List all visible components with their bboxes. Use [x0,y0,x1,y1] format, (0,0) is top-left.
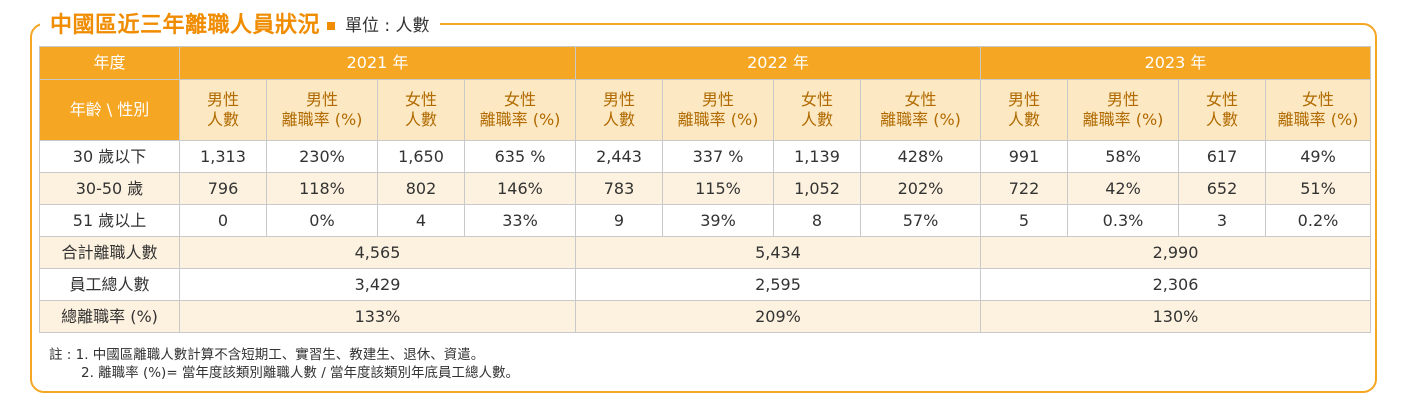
summary-label: 合計離職人數 [39,236,180,269]
table-cell: 3 [1178,204,1266,237]
table-cell: 9 [575,204,663,237]
table-cell: 722 [980,172,1068,205]
year-header-2022: 2022 年 [575,46,981,80]
title-bar: 中國區近三年離職人員狀況 單位 : 人數 [40,8,440,38]
summary-cell: 133% [179,300,576,333]
table-cell: 337 % [662,140,774,173]
table-cell: 2,443 [575,140,663,173]
table-cell: 115% [662,172,774,205]
table-cell: 33% [464,204,576,237]
table-frame [30,23,1377,393]
year-header-label: 年度 [39,46,180,80]
sub-header-female-count: 女性 人數 [377,79,465,141]
age-gender-header: 年齡 \ 性別 [39,79,180,141]
table-cell: 118% [266,172,378,205]
summary-cell: 2,595 [575,268,981,301]
table-cell: 0% [266,204,378,237]
table-cell: 991 [980,140,1068,173]
table-cell: 1,052 [773,172,861,205]
row-label: 30-50 歲 [39,172,180,205]
table-cell: 4 [377,204,465,237]
table-cell: 51% [1265,172,1371,205]
summary-label: 員工總人數 [39,268,180,301]
table-cell: 57% [860,204,981,237]
table-cell: 5 [980,204,1068,237]
year-header-2023: 2023 年 [980,46,1371,80]
summary-cell: 2,990 [980,236,1371,269]
year-header-2021: 2021 年 [179,46,576,80]
summary-cell: 209% [575,300,981,333]
sub-header-male-rate: 男性 離職率 (%) [266,79,378,141]
table-cell: 652 [1178,172,1266,205]
summary-cell: 4,565 [179,236,576,269]
table-cell: 635 % [464,140,576,173]
footnote-1: 註 : 1. 中國區離職人數計算不含短期工、實習生、教建生、退休、資遣。 [49,347,485,363]
table-row: 30-50 歲 796 118% 802 146% 783 115% 1,052… [39,172,1371,205]
turnover-table: 年度 2021 年 2022 年 2023 年 年齡 \ 性別 男性 人數 男性離… [39,46,1371,333]
sub-header-male-rate: 男性 離職率 (%) [662,79,774,141]
summary-cell: 5,434 [575,236,981,269]
table-cell: 58% [1067,140,1179,173]
summary-cell: 130% [980,300,1371,333]
row-label: 30 歲以下 [39,140,180,173]
sub-header-male-count: 男性 人數 [980,79,1068,141]
table-cell: 783 [575,172,663,205]
sub-header-female-rate: 女性 離職率 (%) [464,79,576,141]
year-header-row: 年度 2021 年 2022 年 2023 年 [39,46,1371,80]
sub-header-female-rate: 女性 離職率 (%) [860,79,981,141]
table-cell: 8 [773,204,861,237]
table-cell: 1,650 [377,140,465,173]
table-cell: 1,313 [179,140,267,173]
table-cell: 428% [860,140,981,173]
table-row: 30 歲以下 1,313 230% 1,650 635 % 2,443 337 … [39,140,1371,173]
summary-label: 總離職率 (%) [39,300,180,333]
footnotes: 註 : 1. 中國區離職人數計算不含短期工、實習生、教建生、退休、資遣。 2. … [49,346,519,382]
table-cell: 617 [1178,140,1266,173]
sub-header-female-count: 女性 人數 [773,79,861,141]
footnote-2: 2. 離職率 (%)= 當年度該類別離職人數 / 當年度該類別年底員工總人數。 [81,365,520,381]
unit-label: 單位 : 人數 [345,15,430,36]
table-cell: 0.2% [1265,204,1371,237]
table-cell: 49% [1265,140,1371,173]
table-cell: 0 [179,204,267,237]
sub-header-male-rate: 男性 離職率 (%) [1067,79,1179,141]
title-square-icon [327,22,336,30]
sub-header-male-count: 男性 人數 [575,79,663,141]
summary-row: 合計離職人數 4,565 5,434 2,990 [39,236,1371,269]
sub-header-female-count: 女性 人數 [1178,79,1266,141]
page-title: 中國區近三年離職人員狀況 [50,13,321,38]
table-cell: 802 [377,172,465,205]
table-cell: 0.3% [1067,204,1179,237]
table-cell: 796 [179,172,267,205]
sub-header-male-count: 男性 人數 [179,79,267,141]
table-row: 51 歲以上 0 0% 4 33% 9 39% 8 57% 5 0.3% 3 0… [39,204,1371,237]
table-cell: 1,139 [773,140,861,173]
table-cell: 230% [266,140,378,173]
summary-cell: 2,306 [980,268,1371,301]
summary-row: 員工總人數 3,429 2,595 2,306 [39,268,1371,301]
table-cell: 39% [662,204,774,237]
summary-row: 總離職率 (%) 133% 209% 130% [39,300,1371,333]
summary-cell: 3,429 [179,268,576,301]
table-cell: 202% [860,172,981,205]
table-cell: 146% [464,172,576,205]
table-cell: 42% [1067,172,1179,205]
row-label: 51 歲以上 [39,204,180,237]
sub-header-row: 年齡 \ 性別 男性 人數 男性 離職率 (%) 女性 人數 女性 離職率 (%) 男性… [39,79,1371,141]
sub-header-female-rate: 女性 離職率 (%) [1265,79,1371,141]
